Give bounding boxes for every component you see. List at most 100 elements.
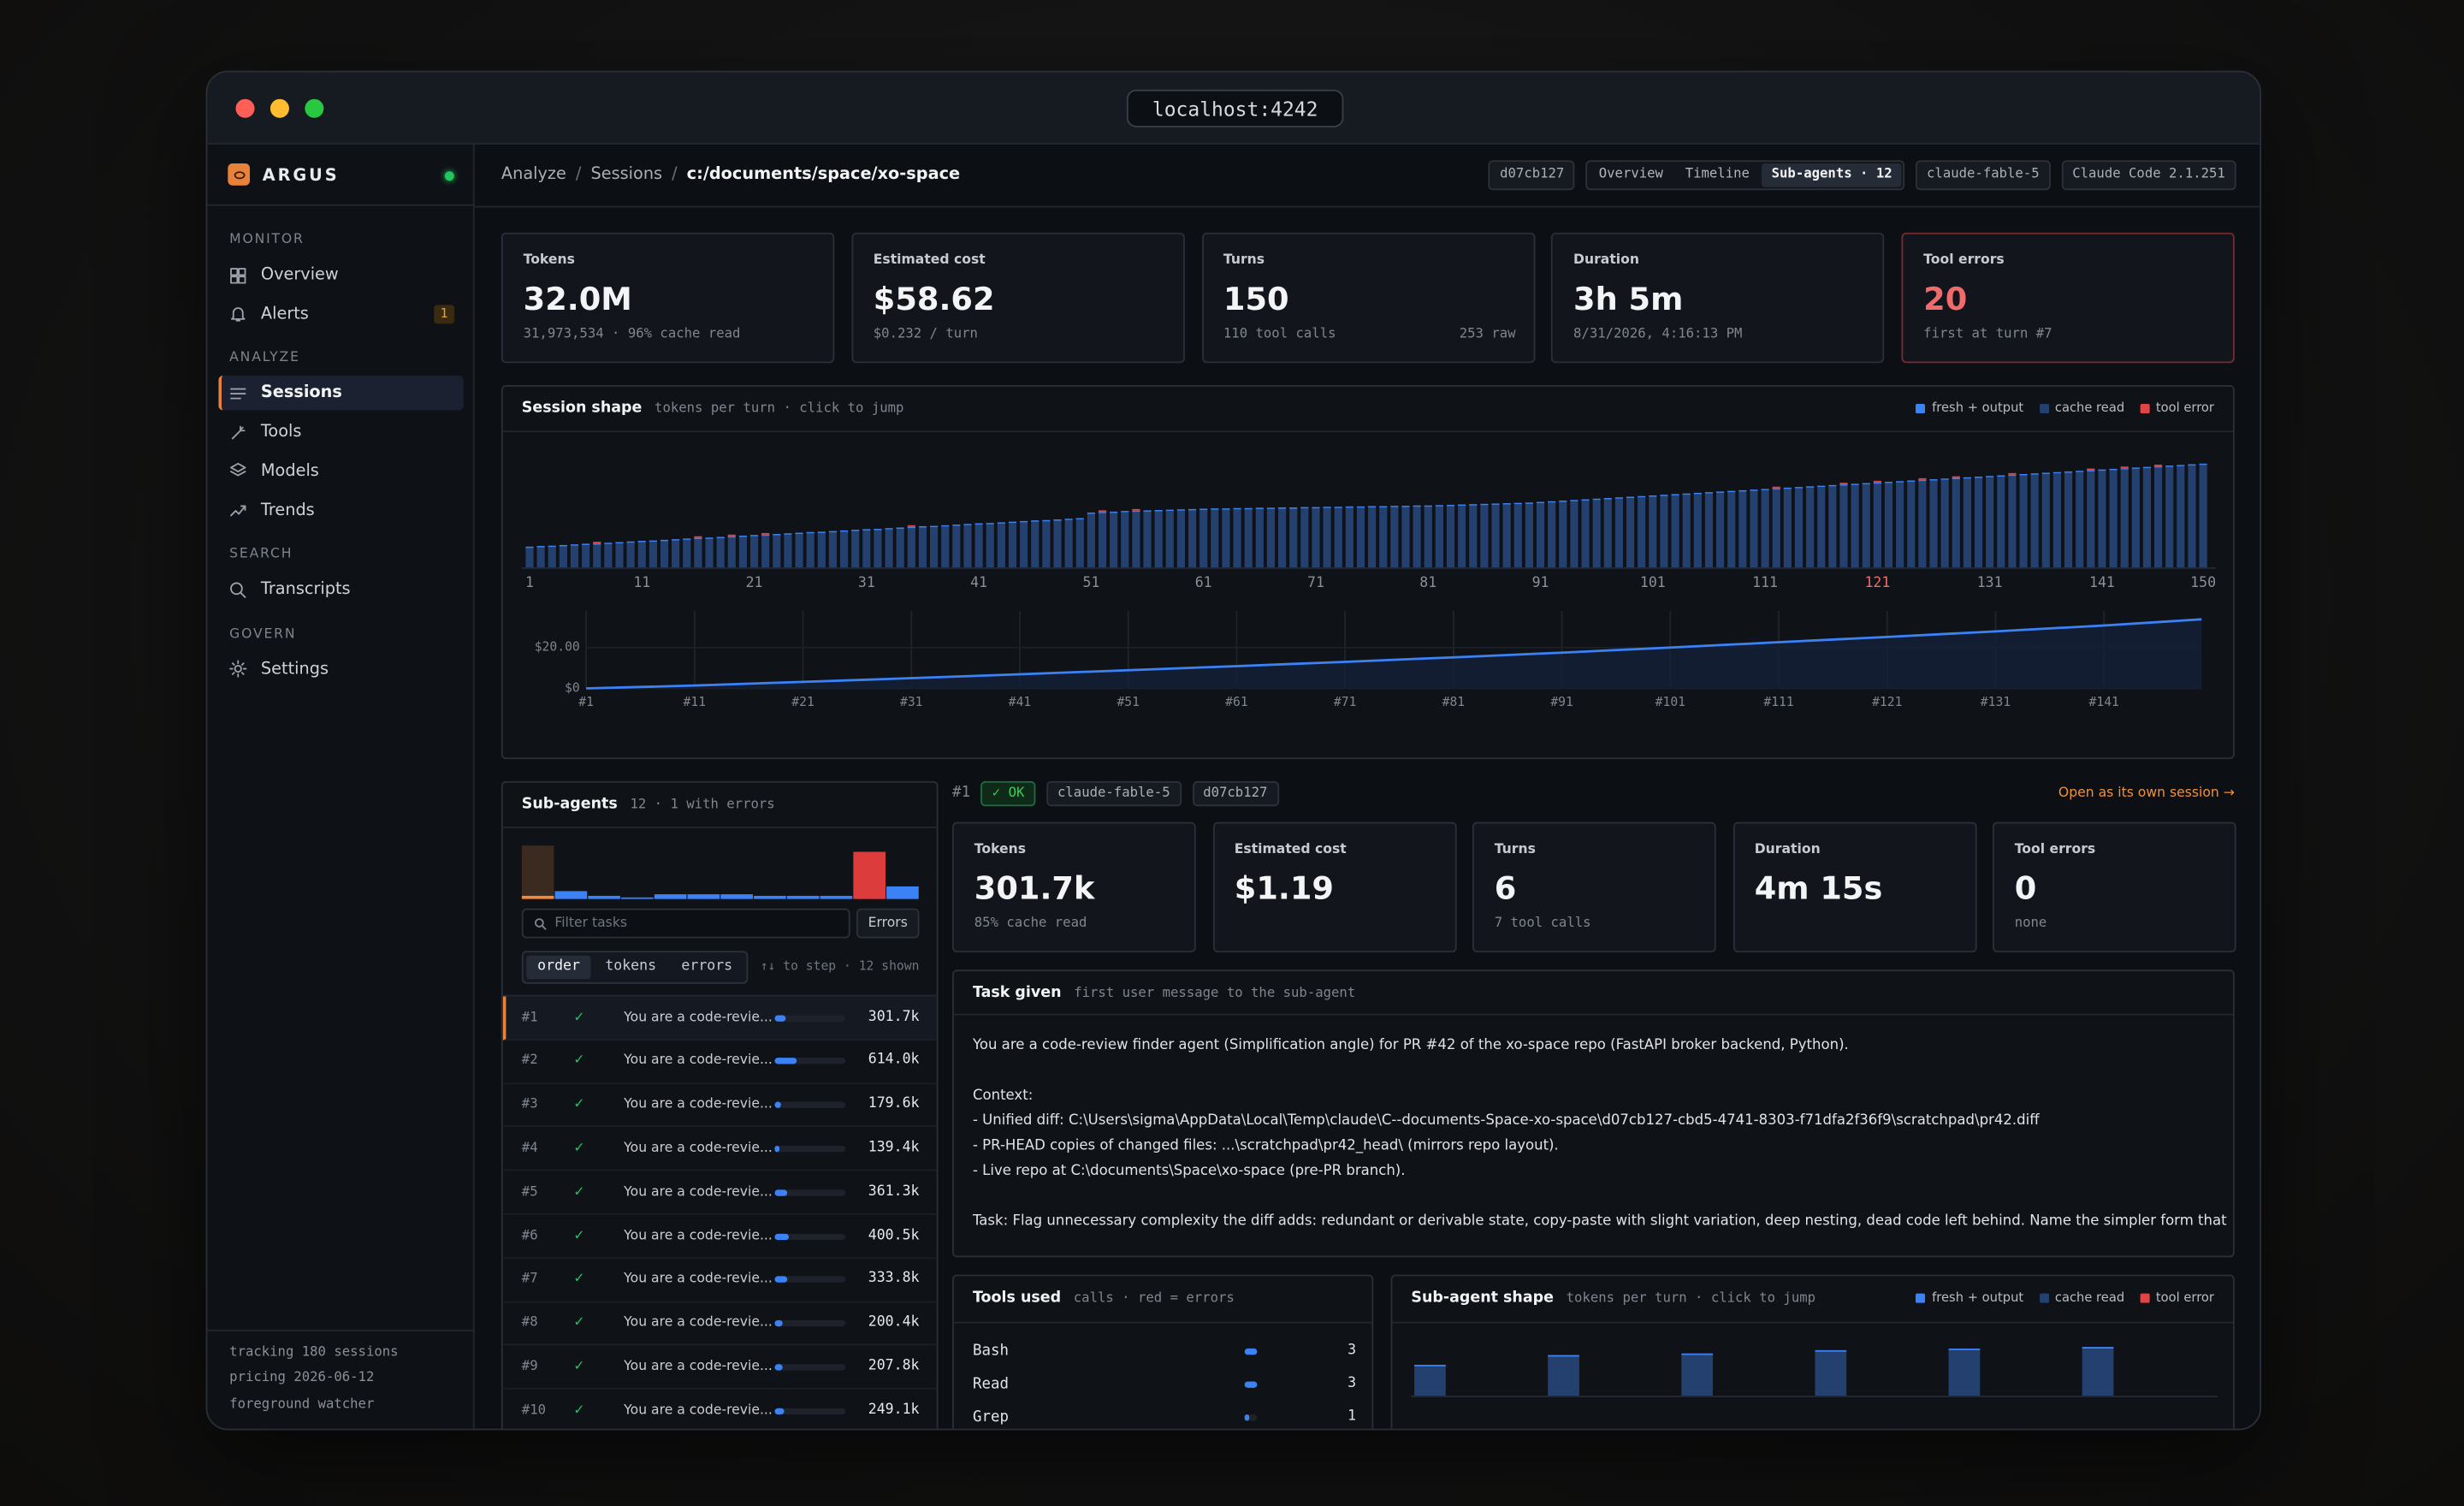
tab[interactable]: Sub-agents · 12 <box>1762 163 1902 187</box>
bar-segment[interactable] <box>1704 493 1714 568</box>
bar-segment[interactable] <box>773 534 781 536</box>
bar-segment[interactable] <box>1289 508 1298 568</box>
bar-segment[interactable] <box>749 535 759 537</box>
bar-segment[interactable] <box>1592 500 1601 568</box>
bar-segment[interactable] <box>1603 497 1612 500</box>
bar-segment[interactable] <box>839 530 849 532</box>
bar-segment[interactable] <box>1896 482 1904 568</box>
bar-segment[interactable] <box>593 544 601 568</box>
subagent-row[interactable]: #8 ✓ You are a code-revie... 200.4k <box>502 1302 937 1346</box>
bar-segment[interactable] <box>1548 502 1556 568</box>
subagent-row[interactable]: #10 ✓ You are a code-revie... 249.1k <box>503 1390 937 1429</box>
bar-segment[interactable] <box>896 527 904 529</box>
bar-segment[interactable] <box>1682 493 1691 495</box>
bar-segment[interactable] <box>907 526 915 529</box>
bar-segment[interactable] <box>604 543 613 568</box>
bar-segment[interactable] <box>1255 508 1264 568</box>
mini-bar[interactable] <box>853 851 886 899</box>
bar-segment[interactable] <box>1660 495 1668 496</box>
bar-segment[interactable] <box>1772 489 1780 568</box>
bar-segment[interactable] <box>1681 1355 1714 1396</box>
bar-segment[interactable] <box>1884 482 1893 483</box>
bar-segment[interactable] <box>626 541 635 543</box>
bar-segment[interactable] <box>1300 508 1309 568</box>
bar-segment[interactable] <box>2199 465 2207 568</box>
bar-segment[interactable] <box>2188 464 2196 466</box>
bar-segment[interactable] <box>2165 466 2174 568</box>
bar-segment[interactable] <box>582 543 590 545</box>
bar-segment[interactable] <box>2188 465 2196 568</box>
bar-segment[interactable] <box>2041 473 2050 568</box>
bar-segment[interactable] <box>1884 483 1893 568</box>
bar-segment[interactable] <box>593 543 601 545</box>
bar-segment[interactable] <box>1581 501 1590 568</box>
bar-segment[interactable] <box>1491 503 1500 505</box>
bar-segment[interactable] <box>1873 483 1881 568</box>
bar-segment[interactable] <box>1626 497 1635 568</box>
bar-segment[interactable] <box>885 528 893 530</box>
bar-segment[interactable] <box>1334 507 1342 508</box>
bar-segment[interactable] <box>1963 478 1971 568</box>
bar-segment[interactable] <box>1480 503 1489 506</box>
bar-segment[interactable] <box>559 546 567 568</box>
bar-segment[interactable] <box>2165 465 2174 467</box>
bar-segment[interactable] <box>896 528 904 568</box>
tab[interactable]: Overview <box>1598 166 1663 183</box>
bar-segment[interactable] <box>1289 507 1298 509</box>
subagent-row[interactable]: #4 ✓ You are a code-revie... 139.4k <box>502 1128 937 1171</box>
bar-segment[interactable] <box>806 533 814 568</box>
bar-segment[interactable] <box>1997 475 2005 477</box>
bar-segment[interactable] <box>2052 473 2062 568</box>
bar-segment[interactable] <box>1681 1353 1714 1355</box>
bar-segment[interactable] <box>795 534 803 568</box>
bar-segment[interactable] <box>1817 487 1826 568</box>
bar-segment[interactable] <box>885 529 893 568</box>
subagent-row[interactable]: #6 ✓ You are a code-revie... 400.5k <box>502 1215 937 1259</box>
bar-segment[interactable] <box>1491 504 1500 568</box>
bar-segment[interactable] <box>1502 503 1511 505</box>
window-button[interactable] <box>235 98 255 118</box>
filter-input[interactable]: Filter tasks <box>521 908 850 939</box>
subagent-row[interactable]: #5 ✓ You are a code-revie... 361.3k <box>502 1171 937 1215</box>
bar-segment[interactable] <box>615 542 624 544</box>
nav-item[interactable]: Settings <box>218 652 464 686</box>
bar-segment[interactable] <box>2019 473 2028 476</box>
bar-segment[interactable] <box>1952 476 1960 478</box>
bar-segment[interactable] <box>1266 507 1276 509</box>
bar-segment[interactable] <box>2120 466 2129 469</box>
bar-segment[interactable] <box>784 533 792 535</box>
bar-segment[interactable] <box>952 525 961 568</box>
bar-segment[interactable] <box>727 536 736 538</box>
bar-segment[interactable] <box>1277 508 1287 568</box>
bar-segment[interactable] <box>2030 473 2039 475</box>
bar-segment[interactable] <box>1312 507 1320 509</box>
bar-segment[interactable] <box>1772 488 1780 490</box>
bar-segment[interactable] <box>1839 483 1848 485</box>
bar-segment[interactable] <box>1233 509 1241 568</box>
bar-segment[interactable] <box>1750 490 1758 568</box>
bar-segment[interactable] <box>1727 492 1736 568</box>
nav-item[interactable]: Transcripts <box>218 572 464 607</box>
bar-segment[interactable] <box>2153 467 2163 568</box>
bar-segment[interactable] <box>1469 505 1478 568</box>
bar-segment[interactable] <box>1390 507 1399 568</box>
mini-bar[interactable] <box>786 895 820 899</box>
bar-segment[interactable] <box>1638 497 1646 568</box>
sort-option[interactable]: order <box>526 955 591 980</box>
bar-segment[interactable] <box>1839 485 1848 568</box>
bar-segment[interactable] <box>1368 507 1377 568</box>
bar-segment[interactable] <box>1603 499 1612 568</box>
bar-segment[interactable] <box>1244 509 1253 568</box>
bar-segment[interactable] <box>1671 495 1679 568</box>
bar-segment[interactable] <box>1997 476 2005 568</box>
bar-segment[interactable] <box>1974 477 1983 568</box>
bar-segment[interactable] <box>570 544 579 546</box>
breadcrumb-item[interactable]: Sessions <box>590 164 663 184</box>
bar-segment[interactable] <box>660 539 669 542</box>
bar-segment[interactable] <box>986 524 994 568</box>
bar-segment[interactable] <box>1165 511 1174 568</box>
mini-bar[interactable] <box>886 886 919 899</box>
bar-segment[interactable] <box>672 539 680 541</box>
bar-segment[interactable] <box>1379 506 1388 507</box>
bar-segment[interactable] <box>795 532 803 535</box>
